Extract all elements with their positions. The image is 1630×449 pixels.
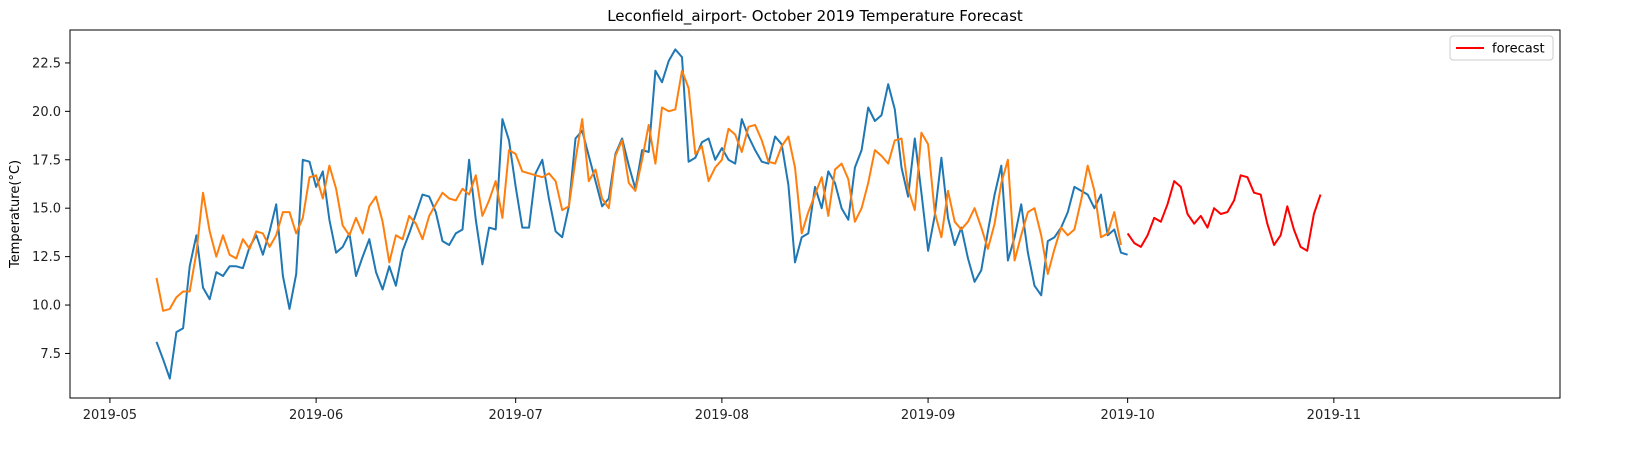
- x-tick-label: 2019-07: [489, 408, 543, 423]
- x-tick-label: 2019-06: [289, 408, 343, 423]
- x-tick-label: 2019-11: [1307, 408, 1361, 423]
- series-line-predicted: [155, 69, 1122, 312]
- plot-frame: [69, 29, 1561, 399]
- series-line-forecast: [1126, 174, 1322, 252]
- y-tick-label: 20.0: [32, 105, 61, 120]
- y-tick-label: 17.5: [32, 153, 61, 168]
- x-tick-label: 2019-05: [83, 408, 137, 423]
- x-tick-label: 2019-10: [1100, 408, 1154, 423]
- plot-area: [155, 48, 1322, 380]
- x-tick-label: 2019-08: [695, 408, 749, 423]
- axes: 7.5 10.0 12.5 15.0 17.5 20.0 22.5 2019-05 2019-0…: [32, 56, 1361, 423]
- x-tick-label: 2019-09: [901, 408, 955, 423]
- y-tick-label: 12.5: [32, 250, 61, 265]
- series-line-actual: [155, 48, 1128, 380]
- legend: forecast: [1449, 35, 1554, 61]
- y-tick-label: 7.5: [40, 347, 61, 362]
- y-tick-label: 10.0: [32, 299, 61, 314]
- legend-box: [1449, 35, 1554, 61]
- legend-label-forecast: forecast: [1492, 42, 1545, 57]
- y-tick-label: 22.5: [32, 56, 61, 71]
- y-axis-title: Temperature(°C): [8, 160, 23, 269]
- chart-title: Leconfield_airport- October 2019 Tempera…: [607, 7, 1023, 26]
- y-tick-label: 15.0: [32, 202, 61, 217]
